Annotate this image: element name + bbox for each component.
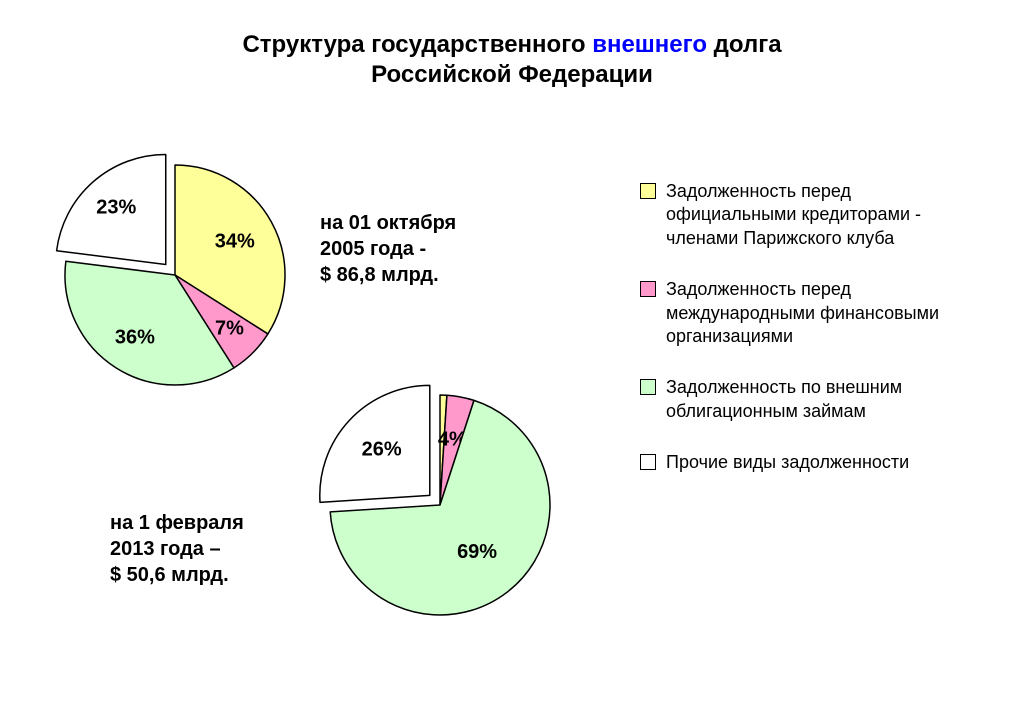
title-line-2: Российской Федерации: [371, 61, 653, 88]
slice-label: 23%: [96, 197, 136, 219]
chart-canvas: { "title": { "part1": "Структура государ…: [0, 0, 1024, 708]
pie2013: 4%69%26%: [312, 377, 568, 633]
pie2005: 34% 7% 36% 23%: [47, 147, 303, 403]
pie2013-caption: на 1 февраля2013 года –$ 50,6 млрд.: [110, 510, 244, 588]
slice-label: 26%: [362, 439, 402, 461]
slice-label: 7%: [215, 318, 244, 340]
legend-item: Задолженность перед международными финан…: [640, 278, 1000, 348]
legend-label: Задолженность перед международными финан…: [666, 278, 976, 348]
legend-label: Задолженность по внешним облигационным з…: [666, 376, 976, 423]
legend-label: Задолженность перед официальными кредито…: [666, 180, 976, 250]
caption-line: 2013 года –: [110, 536, 244, 562]
legend-item: Задолженность перед официальными кредито…: [640, 180, 1000, 250]
legend-swatch: [640, 183, 656, 199]
legend-swatch: [640, 454, 656, 470]
pie2005-caption: на 01 октября2005 года -$ 86,8 млрд.: [320, 210, 456, 288]
legend: Задолженность перед официальными кредито…: [640, 180, 1000, 503]
title-part-3: долга: [707, 31, 782, 58]
legend-item: Задолженность по внешним облигационным з…: [640, 376, 1000, 423]
slice-label: 34%: [215, 230, 255, 252]
pie2013-wrap: 4%69%26%: [312, 377, 568, 633]
legend-swatch: [640, 281, 656, 297]
pie2005-wrap: 34% 7% 36% 23%: [47, 147, 303, 403]
legend-swatch: [640, 379, 656, 395]
chart-title: Структура государственного внешнего долг…: [0, 30, 1024, 90]
slice-label: 36%: [115, 326, 155, 348]
legend-label: Прочие виды задолженности: [666, 451, 909, 474]
caption-line: на 01 октября: [320, 210, 456, 236]
caption-line: на 1 февраля: [110, 510, 244, 536]
caption-line: $ 50,6 млрд.: [110, 562, 244, 588]
legend-item: Прочие виды задолженности: [640, 451, 1000, 474]
title-part-1: Структура государственного: [242, 31, 592, 58]
slice-label: 69%: [457, 541, 497, 563]
caption-line: $ 86,8 млрд.: [320, 262, 456, 288]
caption-line: 2005 года -: [320, 236, 456, 262]
title-highlight: внешнего: [592, 31, 707, 58]
